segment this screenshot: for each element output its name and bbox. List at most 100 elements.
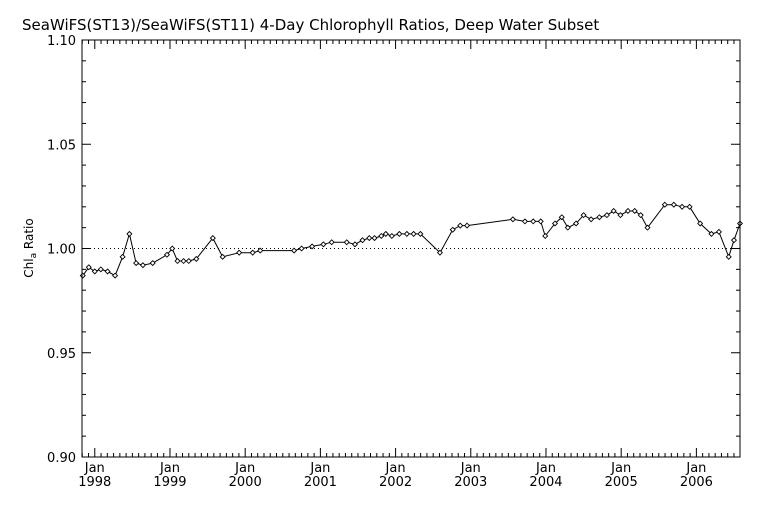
data-point xyxy=(537,218,544,225)
x-tick-label-month: Jan xyxy=(234,461,255,476)
data-point xyxy=(396,230,403,237)
data-point xyxy=(351,241,359,248)
data-point xyxy=(85,264,92,271)
x-tick-label-year: 1999 xyxy=(153,475,186,490)
x-tick-label-year: 2003 xyxy=(454,475,487,490)
x-tick-label-year: 2002 xyxy=(379,475,412,490)
x-axis-ticks: Jan1998Jan1999Jan2000Jan2001Jan2002Jan20… xyxy=(78,40,735,490)
x-tick-label-month: Jan xyxy=(385,461,406,476)
data-point xyxy=(725,253,732,260)
data-point xyxy=(661,201,668,208)
y-tick-label: 0.90 xyxy=(47,451,76,466)
data-point xyxy=(371,235,378,242)
y-axis-label: Chla Ratio xyxy=(22,218,39,277)
data-point xyxy=(382,230,389,237)
x-tick-label-year: 2001 xyxy=(304,475,337,490)
data-point xyxy=(257,247,264,254)
data-point xyxy=(463,222,471,229)
data-point xyxy=(410,230,417,237)
data-point xyxy=(637,212,644,219)
data-point xyxy=(169,245,176,252)
data-point xyxy=(436,249,443,256)
x-tick-label-month: Jan xyxy=(610,461,631,476)
data-point xyxy=(180,257,187,265)
data-point xyxy=(551,220,559,227)
data-point xyxy=(378,232,385,240)
data-point xyxy=(530,218,537,225)
data-point xyxy=(185,257,192,265)
data-point xyxy=(119,253,126,260)
x-tick-label-year: 1998 xyxy=(78,475,111,490)
x-tick-label-month: Jan xyxy=(84,461,105,476)
data-point xyxy=(320,241,327,248)
data-point xyxy=(291,247,298,254)
data-point xyxy=(708,230,715,237)
data-point xyxy=(417,230,424,237)
data-point xyxy=(126,230,133,237)
data-point xyxy=(193,255,200,262)
data-point xyxy=(366,235,373,242)
data-point xyxy=(236,249,243,256)
data-point xyxy=(644,224,651,231)
data-point xyxy=(309,243,316,250)
data-point xyxy=(343,239,350,246)
data-point xyxy=(588,216,595,223)
data-point xyxy=(91,268,98,275)
data-point xyxy=(328,239,335,246)
data-point xyxy=(457,222,464,229)
x-tick-label-month: Jan xyxy=(159,461,180,476)
data-point xyxy=(139,262,146,269)
data-point xyxy=(624,207,631,215)
data-point xyxy=(149,260,156,267)
data-point xyxy=(104,268,111,275)
data-point xyxy=(163,251,171,258)
data-point xyxy=(596,214,603,221)
data-point xyxy=(610,207,617,215)
y-axis-label-main: Chl xyxy=(22,258,36,277)
x-tick-label-year: 2005 xyxy=(605,475,638,490)
data-point xyxy=(219,253,226,260)
y-tick-label: 1.05 xyxy=(47,138,76,153)
data-point xyxy=(715,228,722,235)
data-point xyxy=(542,232,549,240)
data-point xyxy=(631,207,638,215)
data-point xyxy=(403,230,410,237)
data-point xyxy=(730,237,738,244)
data-point xyxy=(298,245,305,252)
x-tick-label-year: 2004 xyxy=(529,475,562,490)
data-point xyxy=(686,203,693,210)
data-point xyxy=(521,218,528,225)
data-point xyxy=(359,237,366,244)
plot-frame xyxy=(81,39,741,458)
x-tick-label-month: Jan xyxy=(685,461,706,476)
data-point xyxy=(174,257,181,265)
data-point xyxy=(573,220,580,227)
x-tick-label-month: Jan xyxy=(460,461,481,476)
x-tick-label-year: 2000 xyxy=(229,475,262,490)
data-point xyxy=(670,201,677,208)
data-point xyxy=(697,220,704,227)
y-axis-ticks: 0.90 0.95 1.00 1.05 1.10 xyxy=(47,34,740,466)
data-point xyxy=(558,214,565,221)
series-points xyxy=(79,201,744,279)
y-axis-label-subscript: a xyxy=(29,253,39,259)
chart-title: SeaWiFS(ST13)/SeaWiFS(ST11) 4-Day Chloro… xyxy=(22,16,599,34)
data-point xyxy=(679,203,686,210)
data-point xyxy=(249,249,256,256)
x-tick-label-year: 2006 xyxy=(680,475,713,490)
y-tick-label: 1.10 xyxy=(47,34,76,49)
y-tick-label: 1.00 xyxy=(47,243,76,258)
data-point xyxy=(603,212,610,219)
data-point xyxy=(209,235,216,242)
data-point xyxy=(388,232,395,240)
y-axis-label-tail: Ratio xyxy=(22,218,36,253)
data-point xyxy=(580,212,587,219)
data-point xyxy=(449,226,456,233)
data-point xyxy=(617,212,624,219)
x-tick-label-month: Jan xyxy=(535,461,556,476)
x-tick-label-month: Jan xyxy=(309,461,330,476)
data-point xyxy=(509,216,516,223)
data-point xyxy=(564,224,571,231)
data-point xyxy=(112,272,119,279)
